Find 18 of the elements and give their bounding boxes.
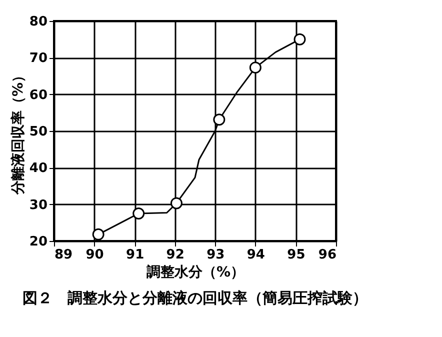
y-tick-label: 60 bbox=[29, 88, 48, 103]
y-tick-label: 50 bbox=[29, 124, 48, 140]
y-axis-title: 分離液回収率（%） bbox=[9, 68, 26, 196]
y-tick-label: 70 bbox=[29, 51, 48, 66]
y-tick-label: 20 bbox=[29, 234, 48, 250]
x-tick-label: 89 bbox=[54, 248, 73, 262]
text: 図２ 調整水分と分離液の回収率（簡易圧搾試験） bbox=[22, 289, 368, 307]
x-tick-label: 94 bbox=[246, 248, 265, 262]
x-tick-label: 92 bbox=[166, 248, 184, 262]
x-axis-title: 調整水分（%） bbox=[146, 264, 245, 280]
x-tick-label: 93 bbox=[206, 248, 225, 262]
y-tick-label: 80 bbox=[29, 14, 48, 30]
y-tick-label: 40 bbox=[29, 161, 48, 176]
x-tick-label: 95 bbox=[287, 248, 306, 262]
x-tick-label: 91 bbox=[126, 248, 144, 262]
y-tick-label: 30 bbox=[29, 198, 48, 213]
x-tick-label: 96 bbox=[318, 248, 336, 262]
x-tick-label: 90 bbox=[86, 248, 104, 262]
